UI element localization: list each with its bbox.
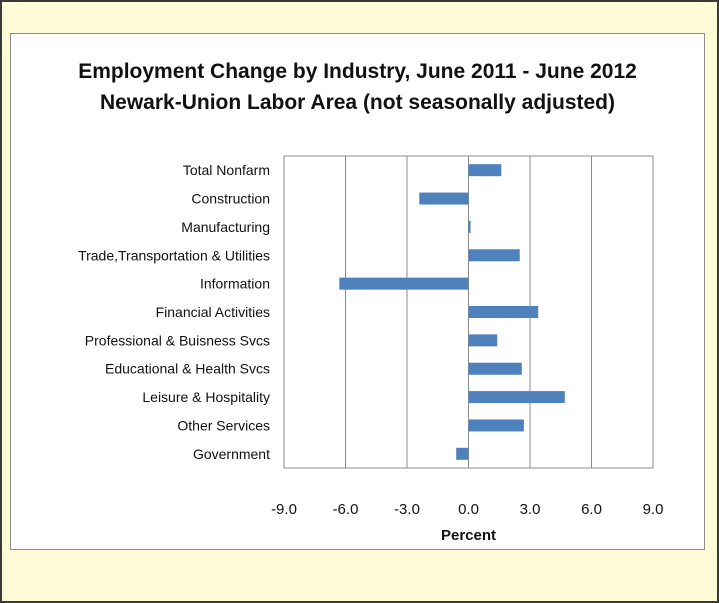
bar xyxy=(468,220,471,233)
bar xyxy=(419,192,469,205)
bar xyxy=(468,164,502,177)
x-tick-label: -6.0 xyxy=(333,501,359,518)
x-tick-label: 0.0 xyxy=(458,501,479,518)
bar xyxy=(468,249,520,262)
category-label: Information xyxy=(200,276,270,292)
bar xyxy=(468,362,522,375)
bar xyxy=(456,447,469,460)
x-tick-label: 3.0 xyxy=(520,501,541,518)
category-label: Educational & Health Svcs xyxy=(105,361,270,377)
chart-subtitle: Newark-Union Labor Area (not seasonally … xyxy=(100,91,615,114)
category-label: Trade,Transportation & Utilities xyxy=(78,247,270,263)
chart-title: Employment Change by Industry, June 2011… xyxy=(78,60,637,83)
x-tick-label: 6.0 xyxy=(581,501,602,518)
x-tick-label: -3.0 xyxy=(394,501,420,518)
category-label: Other Services xyxy=(177,417,270,433)
category-label: Construction xyxy=(191,191,270,207)
bar xyxy=(468,419,524,432)
x-tick-label: 9.0 xyxy=(643,501,664,518)
chart-area: Employment Change by Industry, June 2011… xyxy=(10,33,705,550)
category-label: Manufacturing xyxy=(181,219,270,235)
x-tick-label: -9.0 xyxy=(271,501,297,518)
bar xyxy=(468,334,498,347)
category-label: Total Nonfarm xyxy=(183,162,270,178)
bar-chart: Total Nonfarm Construction Manufacturing Tr… xyxy=(78,155,664,544)
category-label: Financial Activities xyxy=(156,304,270,320)
bar xyxy=(468,306,539,318)
category-label: Leisure & Hospitality xyxy=(142,389,270,405)
bar xyxy=(468,391,565,404)
x-axis-label: Percent xyxy=(441,527,496,544)
category-label: Professional & Buisness Svcs xyxy=(85,332,270,348)
category-label: Government xyxy=(193,446,270,462)
bar xyxy=(339,277,469,290)
